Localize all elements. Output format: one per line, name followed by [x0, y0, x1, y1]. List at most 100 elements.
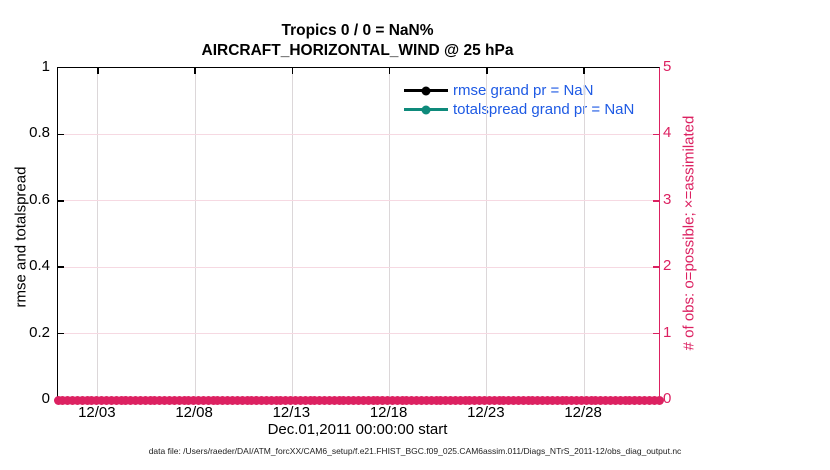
obs-marker-circle	[610, 395, 620, 405]
obs-marker-circle	[543, 395, 553, 405]
obs-marker-circle	[649, 395, 659, 405]
x-tick-label: 12/18	[369, 404, 408, 421]
y-grid-line	[58, 133, 659, 135]
obs-marker-circle	[402, 395, 412, 405]
obs-marker-circle	[533, 395, 543, 405]
obs-marker-circle	[339, 395, 349, 405]
obs-marker-circle	[58, 395, 68, 405]
legend-item-rmse: rmse grand pr = NaN	[404, 81, 634, 100]
obs-marker-circle	[455, 395, 465, 405]
obs-marker-circle	[242, 395, 252, 405]
obs-marker-circle	[116, 395, 126, 405]
x-grid-line	[583, 68, 585, 400]
rmse-line-sample	[404, 86, 448, 95]
obs-marker-circle	[586, 395, 596, 405]
plot-title: Tropics 0 / 0 = NaN%	[281, 22, 434, 39]
x-grid-line	[97, 68, 99, 400]
obs-marker-circle	[252, 395, 262, 405]
left-y-tick-label: 0.8	[29, 124, 50, 142]
left-y-tick-label: 0.6	[29, 190, 50, 208]
plot-subtitle: AIRCRAFT_HORIZONTAL_WIND @ 25 hPa	[201, 42, 514, 59]
obs-marker-circle	[223, 395, 233, 405]
obs-marker-circle	[581, 395, 591, 405]
legend-label-totalspread: totalspread grand pr = NaN	[453, 101, 635, 118]
obs-marker-circle	[538, 395, 548, 405]
obs-marker-circle	[426, 395, 436, 405]
x-grid-line	[194, 68, 196, 400]
totalspread-marker-icon	[421, 105, 431, 114]
obs-marker-circle	[63, 395, 73, 405]
x-tick-label: 12/23	[467, 404, 505, 421]
obs-marker-circle	[286, 395, 296, 405]
left-y-axis-label: rmse and totalspread	[12, 166, 30, 308]
obs-marker-circle	[261, 395, 271, 405]
left-y-tick-mark	[58, 133, 64, 136]
datafile-caption: data file: /Users/raeder/DAI/ATM_forcXX/…	[148, 446, 682, 456]
obs-marker-circle	[344, 395, 354, 405]
obs-marker-circle	[101, 395, 111, 405]
right-y-tick-label: 0	[663, 390, 672, 407]
obs-marker-circle	[320, 395, 330, 405]
obs-marker-circle	[441, 395, 451, 405]
obs-marker-circle	[407, 395, 417, 405]
obs-marker-circle	[145, 395, 155, 405]
obs-marker-circle	[194, 395, 204, 405]
obs-marker-circle	[431, 395, 441, 405]
obs-marker-circle	[276, 395, 286, 405]
right-y-tick-mark	[653, 200, 659, 202]
right-y-tick-mark	[653, 133, 659, 136]
obs-marker-circle	[140, 395, 150, 405]
obs-marker-circle	[557, 395, 567, 405]
obs-marker-circle	[169, 395, 179, 405]
obs-marker-circle	[218, 395, 228, 405]
obs-marker-circle	[227, 395, 237, 405]
x-tick-mark	[486, 68, 488, 74]
obs-marker-circle	[164, 395, 174, 405]
obs-marker-circle	[562, 395, 572, 405]
obs-marker-circle	[92, 395, 102, 405]
obs-marker-circle	[484, 395, 494, 405]
obs-marker-circle	[523, 395, 533, 405]
legend: rmse grand pr = NaN totalspread grand pr…	[404, 81, 634, 119]
obs-marker-circle	[576, 395, 586, 405]
obs-marker-circle	[150, 395, 160, 405]
rmse-marker-icon	[421, 86, 431, 95]
x-tick-mark	[194, 68, 196, 74]
right-y-tick-label: 4	[663, 124, 672, 142]
left-y-tick-mark	[58, 266, 64, 268]
x-tick-label: 12/08	[175, 404, 213, 421]
obs-marker-circle	[198, 395, 208, 405]
obs-marker-circle	[567, 395, 577, 405]
obs-marker-circle	[591, 395, 601, 405]
obs-marker-circle	[601, 395, 611, 405]
right-y-tick-mark	[653, 266, 659, 268]
obs-marker-circle	[421, 395, 431, 405]
obs-marker-circle	[528, 395, 538, 405]
obs-marker-circle	[625, 395, 635, 405]
obs-marker-circle	[494, 395, 504, 405]
right-y-axis-label: # of obs: o=possible; ×=assimilated	[680, 115, 698, 351]
legend-item-totalspread: totalspread grand pr = NaN	[404, 100, 634, 119]
obs-marker-circle	[97, 395, 107, 405]
x-grid-line	[486, 68, 488, 400]
obs-marker-circle	[572, 395, 582, 405]
obs-marker-circle	[160, 395, 170, 405]
obs-marker-circle	[155, 395, 165, 405]
obs-marker-circle	[475, 395, 485, 405]
obs-marker-circle	[630, 395, 640, 405]
right-y-tick-label: 3	[663, 190, 672, 208]
left-y-tick-label: 0	[41, 390, 50, 407]
x-tick-mark	[97, 68, 99, 74]
obs-marker-circle	[397, 395, 407, 405]
plot-area: rmse grand pr = NaN totalspread grand pr…	[53, 67, 664, 405]
left-y-tick-label: 0.4	[29, 257, 50, 275]
obs-marker-circle	[368, 395, 378, 405]
obs-marker-circle	[358, 395, 368, 405]
obs-marker-circle	[271, 395, 281, 405]
obs-marker-circle	[203, 395, 213, 405]
y-grid-line	[58, 333, 659, 335]
obs-marker-circle	[615, 395, 625, 405]
obs-marker-circle	[300, 395, 310, 405]
obs-marker-circle	[504, 395, 514, 405]
